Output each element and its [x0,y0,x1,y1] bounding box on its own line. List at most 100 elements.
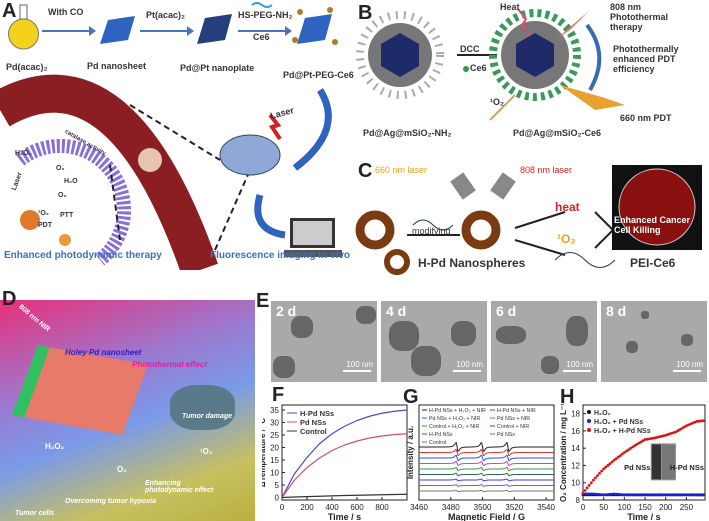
spectrum-line [418,466,555,472]
laser-808-emitter [490,172,516,200]
data-point [602,467,606,471]
holey-pd-nanosheet [12,345,148,435]
legend-marker [587,410,591,414]
data-point [682,493,686,497]
tem-image-6d: 6 d 100 nm [490,300,598,383]
laser-660-label: 660 nm PDT [620,113,672,123]
x-axis-label: Time / s [627,512,660,521]
data-point [587,492,591,496]
step-label: With CO [48,7,84,17]
cell-label: H₂O [64,178,78,185]
legend-label: Pd NSs [497,432,515,438]
legend-label: Control [429,440,446,446]
x-tick-label: 0 [581,503,586,512]
data-point [666,493,670,497]
panel-b-scheme [356,5,625,121]
legend-label: Control + H₂O₂ + NIR [429,424,480,430]
x-tick-label: 400 [325,503,339,512]
photothermal-label: Photothermal effect [132,360,207,369]
data-point [678,493,682,497]
panel-d-illustration [0,300,255,521]
data-point [614,457,618,461]
o2-label: O₂ [117,465,127,474]
day-label: 2 d [276,303,297,319]
panel-label-h: H [560,386,575,408]
data-point [676,493,680,497]
data-point [639,440,643,444]
data-point [649,437,653,440]
data-point [606,464,610,467]
data-point [680,493,684,497]
species-label: Pd@Pt nanoplate [180,63,255,73]
spectrum-line [418,478,555,482]
data-point [610,460,614,464]
series-line [281,409,408,498]
data-point [639,493,643,497]
singlet-oxygen-label: ¹O₂ [557,232,576,246]
day-label: 6 d [496,303,517,319]
y-axis-label: Intensity / a.u. [406,426,415,479]
data-point [618,493,622,496]
data-point [608,462,612,466]
data-point [594,476,597,480]
species-label: Pd(acac)₂ [6,62,48,72]
data-point [602,493,606,497]
data-point [664,493,668,497]
data-point [596,492,599,496]
y-tick-label: 5 [275,481,280,490]
data-point [645,493,649,497]
panel-label-e: E [256,290,270,312]
legend-h-pd-nanospheres: H-Pd Nanospheres [418,256,526,270]
x-tick-label: 200 [659,503,673,512]
legend-label: Pd NSs + H₂O₂ + NIR [429,416,480,422]
chart-f-temperature: 0 200 400 600 800 0 5 10 15 20 25 30 35 Time / s ΔTemp… [262,404,408,521]
panel-a-illustration [0,2,342,270]
data-point [670,493,674,497]
reagent-label: DCC [460,44,480,54]
arrow [140,26,194,36]
laser-660-bolt [560,85,625,110]
data-point [656,493,659,497]
data-point [691,493,694,497]
enhanced-pdt-label: Photothermally enhanced PDT efficiency [613,44,679,74]
legend-label: H-Pd NSs [429,432,453,438]
scale-label: 100 nm [676,360,703,369]
data-point [629,493,632,497]
panel-c-scheme [355,165,702,275]
scale-bar [673,370,701,372]
y-tick-label: 14 [571,444,580,453]
heat-label: heat [555,200,580,214]
legend-label: H₂O₂ + H-Pd NSs [594,428,651,435]
data-point [641,439,645,443]
panel-label-d: D [2,288,17,310]
data-point [643,493,647,497]
vial-h-pd-ns [661,443,677,481]
y-tick-label: 10 [270,469,279,478]
cell-label: ¹O₂ [38,210,49,217]
data-point [585,486,589,490]
x-tick-label: 3460 [410,503,428,512]
data-point [674,430,678,434]
plot-frame [582,404,706,501]
hypoxia-label: Overcoming tumor hypoxia [65,498,157,505]
data-point [600,469,604,473]
data-point [600,493,604,497]
data-point [583,489,587,492]
enhancing-pdt-label: Enhancing photodynamic effect [145,480,214,494]
data-point [629,446,632,450]
data-point [606,493,610,496]
pd-core [381,33,419,77]
spectrum-line [418,454,555,462]
spectrum-line [418,442,555,452]
tem-image-4d: 4 d 100 nm [380,300,488,383]
species-label: Pd@Pt-PEG-Ce6 [283,70,354,80]
day-label: 4 d [386,303,407,319]
scale-bar [343,370,371,372]
data-point [680,426,684,430]
blood-vessel [0,74,218,270]
arrow [238,26,292,36]
x-tick-label: 800 [375,503,389,512]
x-axis-label: Magnetic Field / G [448,512,525,521]
panel-label-a: A [2,0,17,22]
pd-ag-msio2-ce6-label: Pd@Ag@mSiO₂-Ce6 [513,128,602,138]
